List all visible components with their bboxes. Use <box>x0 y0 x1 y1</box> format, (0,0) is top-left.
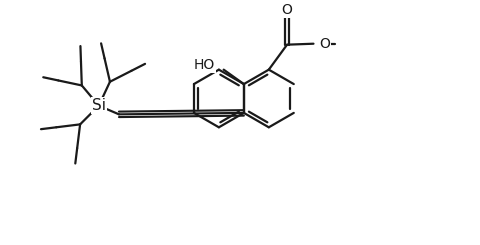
Text: O: O <box>281 3 292 17</box>
Text: HO: HO <box>193 58 215 72</box>
Text: O: O <box>319 37 330 51</box>
Text: Si: Si <box>92 98 106 113</box>
